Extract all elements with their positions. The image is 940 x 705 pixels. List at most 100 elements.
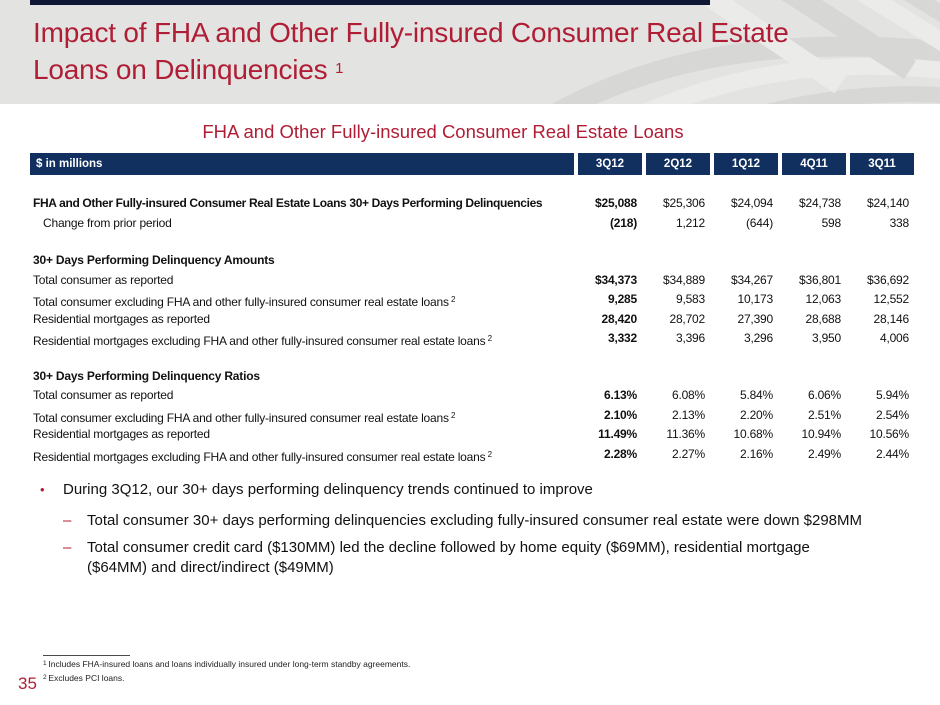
table-title: FHA and Other Fully-insured Consumer Rea… [202,121,684,142]
bullet-dash-icon: – [63,538,72,556]
cell-1q12: $24,094 [731,196,773,210]
cell-4q11: $36,801 [799,272,841,287]
bullet-text: Total consumer 30+ days performing delin… [87,512,862,529]
cell-2q12: 2.27% [671,446,705,461]
footnote: 2 Excludes PCI loans. [43,673,125,683]
bullet-text: During 3Q12, our 30+ days performing del… [63,481,593,498]
sub-bullet-item: – Total consumer 30+ days performing deli… [0,511,940,532]
table-group: 30+ Days Performing Delinquency Amounts T… [30,251,914,349]
footnote-divider [43,655,130,656]
cell-3q12: (218) [609,215,637,230]
cell-3q12: 2.28% [603,446,637,461]
cell-3q11: 28,146 [873,311,909,326]
table-row: Residential mortgages excluding FHA and … [30,445,914,465]
footnote-marker: 2 [448,410,456,420]
cell-4q11: 598 [821,215,842,230]
cell-1q12: 2.20% [739,407,773,422]
footnote-marker: 2 [43,674,49,681]
footnote-marker: 2 [448,295,456,304]
cell-1q12: 3,296 [743,331,773,345]
table-row: Total consumer excluding FHA and other f… [30,406,914,426]
bullet-dash-icon: – [63,512,72,529]
cell-2q12: 6.08% [671,388,705,402]
commentary-bullets: • During 3Q12, our 30+ days performing de… [0,479,940,585]
cell-4q11: 28,688 [805,311,841,326]
cell-4q11: 2.49% [807,446,841,461]
cell-3q12: $34,373 [595,272,637,287]
cell-3q12: 3,332 [607,331,637,345]
cell-2q12: 2.13% [671,407,705,422]
cell-3q11: 2.54% [875,407,909,422]
cell-1q12: $34,267 [731,272,773,287]
footnote-marker: 2 [485,334,493,343]
row-label: Residential mortgages excluding FHA and … [33,449,493,464]
cell-3q11: 2.44% [875,446,909,461]
cell-3q12: 6.13% [603,388,637,402]
slide-title-line1: Impact of FHA and Other Fully-insured Co… [33,17,789,48]
title-footnote-marker: 1 [335,60,344,77]
row-label: FHA and Other Fully-insured Consumer Rea… [33,196,543,210]
table-row: Total consumer as reported 6.13% 6.08% 5.84… [30,386,914,406]
footnotes: 1 Includes FHA-insured loans and loans i… [43,657,410,685]
row-label: Total consumer excluding FHA and other f… [33,410,456,425]
column-header-3q12: 3Q12 [578,153,642,175]
delinquency-table: $ in millions 3Q12 2Q12 1Q12 4Q11 3Q11 FHA a… [30,153,914,464]
section-header-row: 30+ Days Performing Delinquency Ratios [30,367,914,387]
cell-3q12: 2.10% [603,407,637,422]
cell-3q12: $25,088 [595,196,637,210]
bullet-dot-icon: • [40,482,45,497]
cell-3q11: 10.56% [869,427,910,441]
cell-3q12: 11.49% [598,427,637,441]
cell-3q11: $36,692 [867,272,909,287]
row-label: Change from prior period [43,215,172,230]
page-number: 35 [18,674,37,693]
footnote-marker: 1 [43,660,49,667]
section-header-label: 30+ Days Performing Delinquency Ratios [33,368,260,383]
table-row: FHA and Other Fully-insured Consumer Rea… [30,194,914,214]
sub-bullet-item: – Total consumer credit card ($130MM) led… [0,538,940,579]
cell-3q11: 4,006 [879,331,909,345]
column-header-2q12: 2Q12 [646,153,710,175]
table-group: FHA and Other Fully-insured Consumer Rea… [30,194,914,233]
row-label: Total consumer as reported [33,272,174,287]
table-row: Residential mortgages as reported 11.49% 1… [30,425,914,445]
cell-1q12: 2.16% [739,446,773,461]
header-band: Impact of FHA and Other Fully-insured Co… [0,0,940,104]
cell-4q11: 2.51% [807,407,841,422]
row-label: Total consumer excluding FHA and other f… [33,295,456,309]
footnote: 1 Includes FHA-insured loans and loans i… [43,659,411,669]
section-header-row: 30+ Days Performing Delinquency Amounts [30,251,914,271]
cell-2q12: $34,889 [663,272,705,287]
column-header-4q11: 4Q11 [782,153,846,175]
section-header-label: 30+ Days Performing Delinquency Amounts [33,253,275,267]
cell-1q12: 10,173 [737,292,773,306]
bullet-text: Total consumer credit card ($130MM) led … [87,538,810,577]
cell-4q11: 3,950 [811,331,841,345]
cell-3q11: 338 [889,215,910,230]
table-row: Total consumer excluding FHA and other f… [30,290,914,310]
table-row: Residential mortgages as reported 28,420 2… [30,310,914,330]
cell-3q11: $24,140 [867,196,909,210]
cell-2q12: 9,583 [675,292,705,306]
flagscape-pattern [551,0,940,104]
table-group: 30+ Days Performing Delinquency Ratios To… [30,367,914,465]
cell-3q11: 12,552 [873,292,909,306]
cell-4q11: 12,063 [805,292,841,306]
row-label: Residential mortgages as reported [33,311,210,326]
cell-1q12: 10.68% [733,427,774,441]
row-label: Total consumer as reported [33,388,174,402]
cell-2q12: 11.36% [666,427,705,441]
cell-1q12: 27,390 [737,311,773,326]
cell-3q12: 28,420 [601,311,637,326]
cell-2q12: 28,702 [669,311,705,326]
cell-2q12: 1,212 [675,215,705,230]
row-label: Residential mortgages excluding FHA and … [33,334,493,348]
column-header-1q12: 1Q12 [714,153,778,175]
cell-3q12: 9,285 [607,292,637,306]
cell-1q12: 5.84% [739,388,773,402]
table-row: Change from prior period (218) 1,212 (644) 5… [30,214,914,234]
table-row: Total consumer as reported $34,373 $34,889… [30,271,914,291]
slide-title-line2: Loans on Delinquencies [33,54,328,85]
top-accent-line [30,0,710,5]
